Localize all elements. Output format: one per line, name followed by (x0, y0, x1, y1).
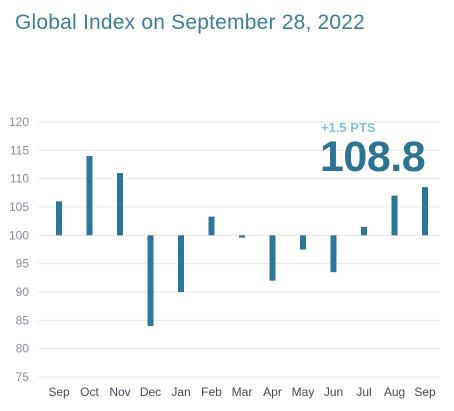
bar-apr-7 (269, 235, 276, 281)
bar-mar-6 (239, 235, 245, 238)
x-tick-label: Oct (80, 385, 99, 399)
bar-dec-3 (147, 235, 154, 326)
x-tick-label: Jan (171, 385, 190, 399)
bar-oct-1 (86, 156, 93, 236)
bar-jul-10 (361, 226, 367, 236)
bars (56, 156, 428, 326)
bar-feb-5 (208, 216, 215, 236)
x-tick-label: Sep (414, 385, 436, 399)
x-tick-label: Sep (48, 385, 70, 399)
bar-sep-12 (422, 187, 428, 236)
bar-jun-9 (330, 235, 337, 273)
x-tick-label: Dec (140, 385, 161, 399)
x-axis-ticks: Sep Oct Nov Dec Jan Feb Mar Apr May Jun Jul Aug Sep (48, 385, 436, 399)
y-tick-label: 110 (10, 172, 29, 186)
x-tick-label: Jul (356, 385, 371, 399)
x-tick-label: Jun (324, 385, 343, 399)
y-tick-label: 120 (9, 115, 29, 129)
x-tick-label: May (292, 385, 315, 399)
y-tick-label: 95 (16, 257, 30, 271)
x-tick-label: Mar (232, 385, 253, 399)
chart-title: Global Index on September 28, 2022 (15, 11, 366, 34)
y-tick-label: 100 (9, 228, 29, 242)
x-tick-label: Apr (263, 385, 282, 399)
y-tick-label: 85 (16, 313, 30, 327)
y-tick-label: 105 (9, 200, 29, 214)
current-value: 108.8 (320, 133, 426, 181)
x-tick-label: Nov (109, 385, 130, 399)
x-tick-label: Aug (384, 385, 405, 399)
bar-nov-2 (117, 173, 123, 236)
change-label: +1.5 PTS (321, 120, 376, 135)
bar-sep-0 (56, 201, 62, 236)
bar-may-8 (300, 235, 306, 250)
y-tick-label: 90 (16, 285, 30, 299)
y-axis-ticks: 75 80 85 90 95 100 105 110 115 120 (9, 115, 29, 384)
y-tick-label: 80 (16, 342, 30, 356)
bar-aug-11 (391, 195, 398, 236)
y-tick-label: 115 (10, 143, 29, 157)
x-tick-label: Feb (201, 385, 222, 399)
grid-lines (38, 121, 440, 378)
y-tick-label: 75 (16, 370, 30, 384)
bar-jan-4 (178, 235, 184, 292)
